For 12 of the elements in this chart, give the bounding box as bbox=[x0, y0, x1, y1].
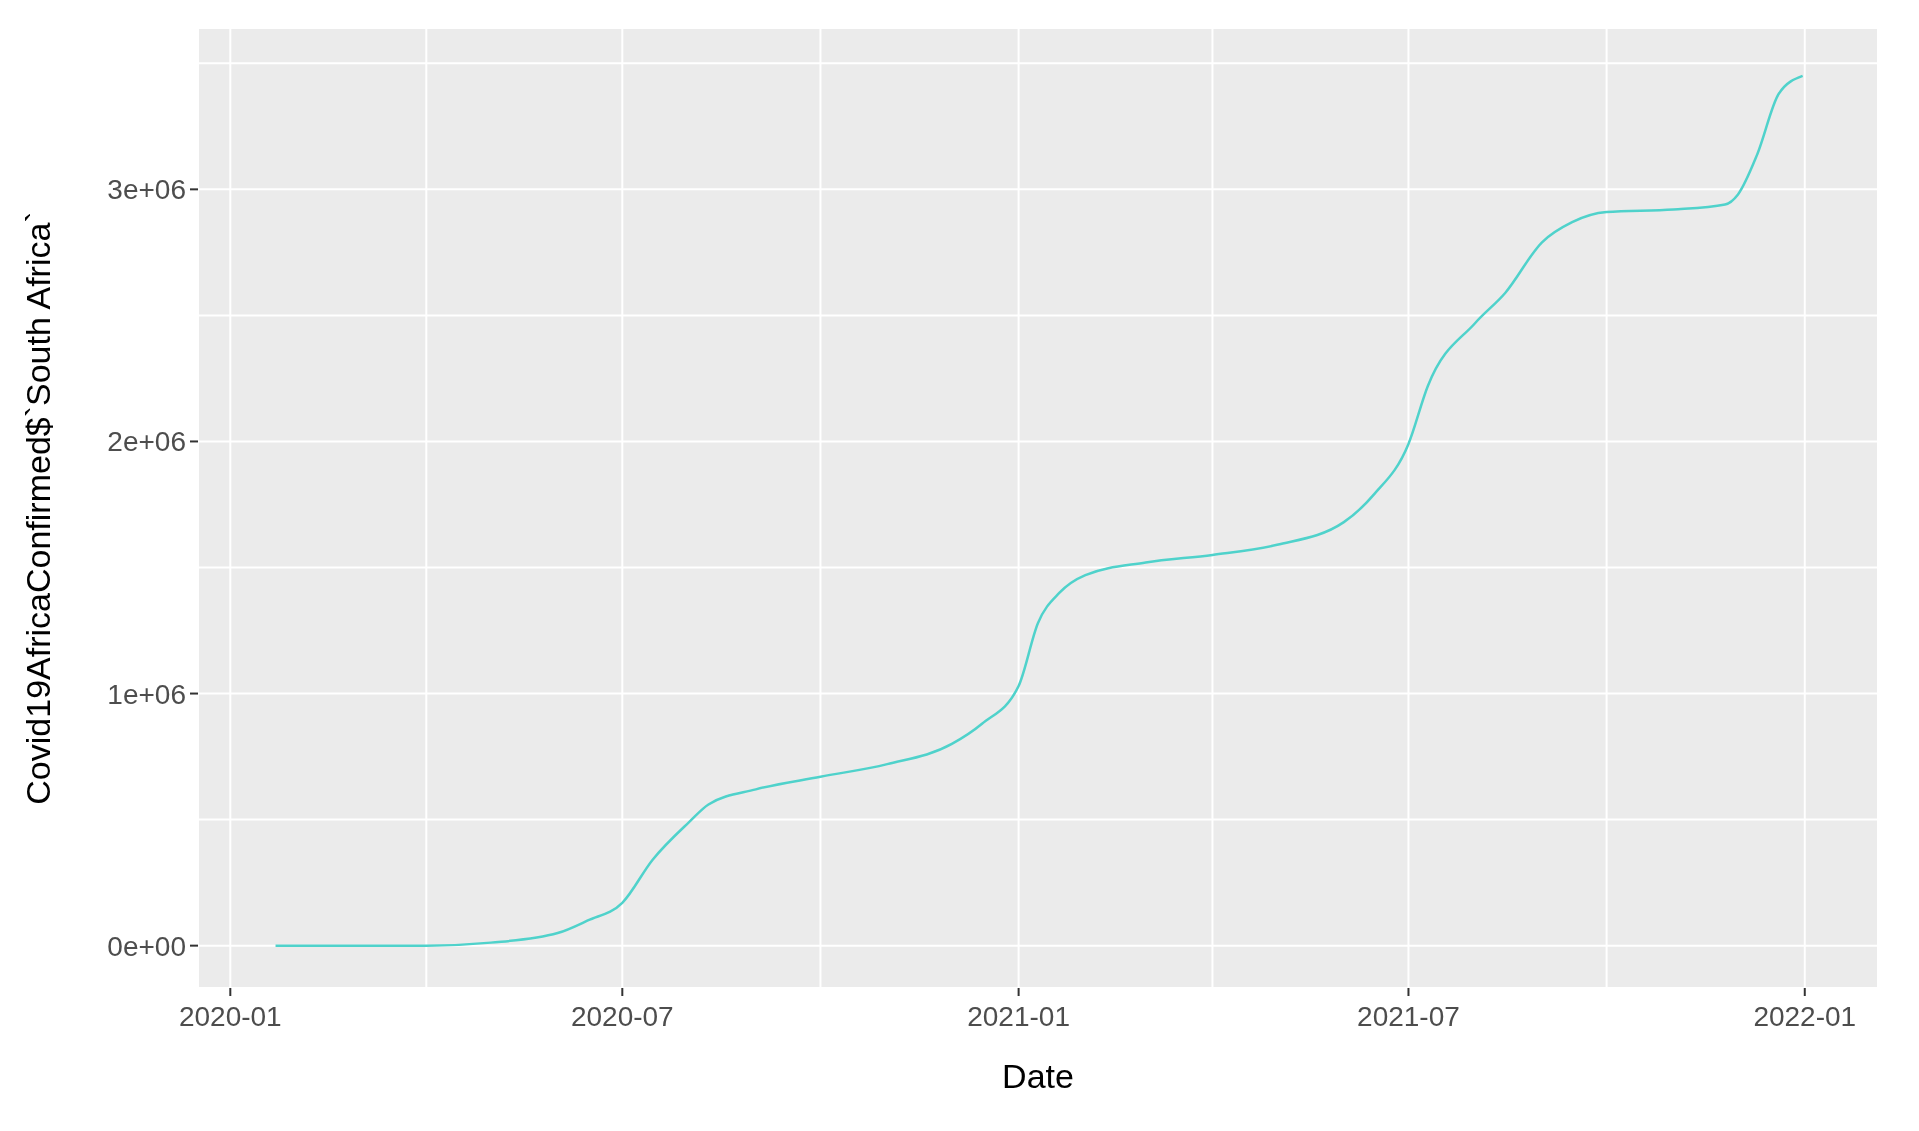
line-series bbox=[274, 74, 1804, 947]
x-tick-label: 2021-01 bbox=[967, 1001, 1070, 1032]
x-tick-label: 2022-01 bbox=[1753, 1001, 1857, 1032]
y-tick-label: 3e+06 bbox=[107, 174, 186, 206]
x-tick-label: 2021-07 bbox=[1357, 1001, 1460, 1032]
x-tick-label: 2020-07 bbox=[570, 1001, 674, 1032]
y-tick-label: 1e+06 bbox=[107, 678, 186, 710]
x-axis-title: Date bbox=[1002, 1057, 1074, 1095]
y-tick-label: 2e+06 bbox=[107, 426, 186, 458]
x-tick-label: 2020-01 bbox=[178, 1001, 282, 1032]
y-axis-title: Covid19AfricaConfirmed$`South Africa` bbox=[19, 211, 58, 805]
y-tick-label: 0e+00 bbox=[107, 930, 186, 962]
